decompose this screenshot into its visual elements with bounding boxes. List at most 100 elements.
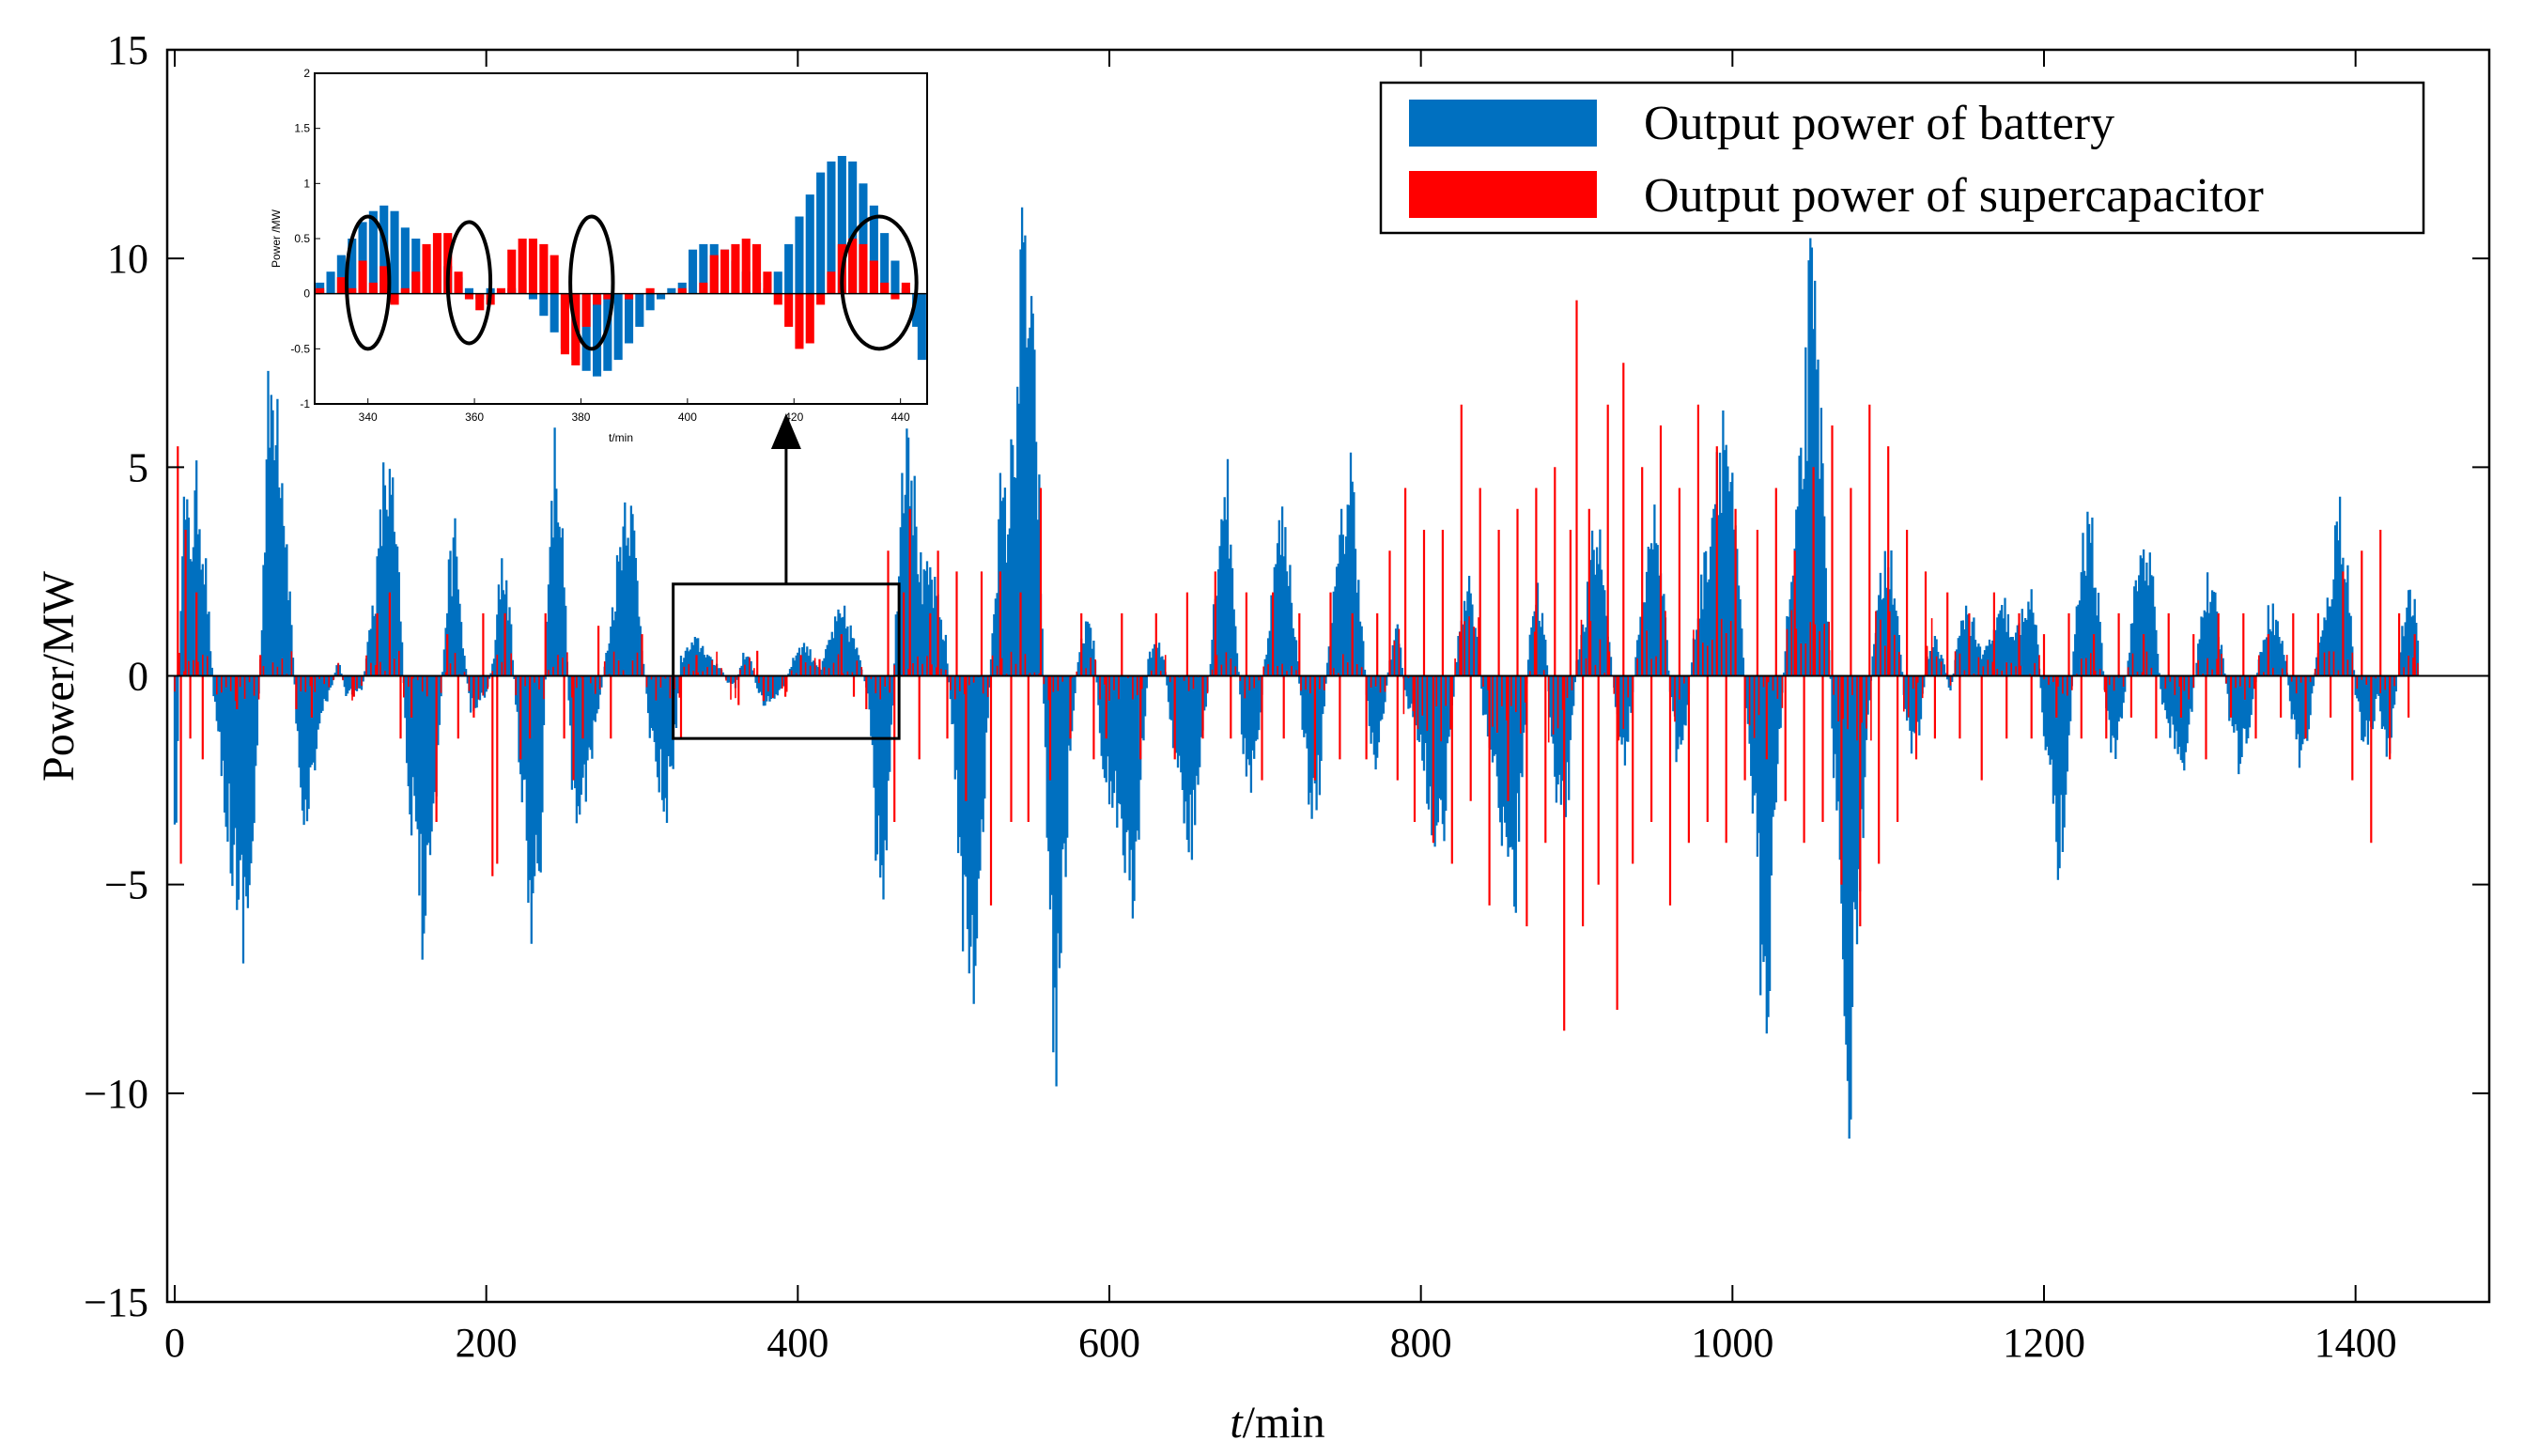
inset-x-axis: 340 360 380 400 420 440 bbox=[359, 398, 910, 424]
x-tick-label: 1000 bbox=[1691, 1320, 1773, 1366]
y-tick-label: 0 bbox=[128, 654, 148, 700]
y-tick-label: −10 bbox=[84, 1071, 148, 1117]
inset-supercap-bar bbox=[603, 293, 612, 300]
inset-supercap-bar bbox=[677, 287, 687, 294]
x-tick-label: 200 bbox=[456, 1320, 518, 1366]
y-tick-label: 5 bbox=[128, 444, 148, 490]
inset-y-axis-title: Power /MW bbox=[270, 209, 283, 268]
inset-supercap-bar bbox=[869, 260, 878, 294]
inset-battery-bar bbox=[859, 183, 868, 294]
inset-y-tick-label: 0.5 bbox=[294, 232, 310, 245]
inset-y-tick-label: 0 bbox=[303, 287, 310, 301]
inset-supercap-bar bbox=[379, 266, 389, 294]
inset-battery-bar bbox=[699, 243, 708, 294]
x-tick-label: 1400 bbox=[2315, 1320, 2397, 1366]
inset-supercap-bar bbox=[400, 287, 410, 294]
inset-supercap-bar bbox=[411, 271, 421, 294]
y-tick-label: 10 bbox=[107, 236, 148, 282]
inset-supercap-bar bbox=[699, 282, 708, 294]
inset-battery-bar bbox=[635, 293, 644, 327]
inset-y-tick-label: -0.5 bbox=[290, 342, 310, 355]
y-tick-label: −15 bbox=[84, 1279, 148, 1325]
inset-supercap-bar bbox=[358, 260, 367, 294]
inset-y-axis: 2 1.5 1 0.5 0 -0.5 -1 bbox=[290, 67, 320, 410]
inset-battery-bar bbox=[581, 293, 591, 371]
inset-battery-bar bbox=[848, 161, 858, 294]
x-axis: 0 200 400 600 800 1000 1200 1400 bbox=[164, 50, 2397, 1366]
inset-supercap-bar bbox=[496, 287, 505, 294]
y-axis: 15 10 5 0 −5 −10 −15 bbox=[84, 27, 2489, 1325]
inset-supercap-bar bbox=[741, 239, 751, 294]
inset-battery-bar bbox=[805, 194, 814, 294]
inset-supercap-bar bbox=[454, 271, 463, 294]
inset-supercap-bar bbox=[432, 233, 441, 294]
inset-battery-bar bbox=[625, 293, 634, 344]
inset-battery-bar bbox=[550, 293, 559, 333]
inset-supercap-bar bbox=[560, 293, 569, 355]
inset-x-tick-label: 360 bbox=[465, 410, 484, 424]
inset-supercap-bar bbox=[859, 243, 868, 294]
zoom-indicator bbox=[672, 413, 901, 740]
plot-area bbox=[167, 207, 2489, 1139]
inset-battery-bar bbox=[358, 222, 367, 294]
inset-supercap-bar bbox=[422, 243, 431, 294]
inset-highlight-ellipse bbox=[568, 214, 615, 351]
inset-y-tick-label: 2 bbox=[303, 67, 310, 80]
inset-supercap-bar bbox=[593, 293, 602, 305]
inset-battery-bar bbox=[379, 205, 389, 294]
inset-supercap-bar bbox=[539, 243, 549, 294]
inset-supercap-bar bbox=[368, 282, 378, 294]
y-axis-title: Power/MW bbox=[34, 570, 84, 782]
inset-supercap-bar bbox=[731, 243, 740, 294]
inset-supercap-bar bbox=[827, 271, 836, 294]
battery-series bbox=[173, 207, 2420, 1139]
legend-label-supercap: Output power of supercapacitor bbox=[1644, 169, 2264, 223]
inset-supercap-bar bbox=[518, 239, 527, 294]
inset-battery-bar bbox=[348, 239, 357, 294]
inset-supercap-bar bbox=[752, 243, 762, 294]
inset-battery-bar bbox=[784, 243, 794, 294]
inset-y-tick-label: 1.5 bbox=[294, 122, 310, 135]
inset-x-tick-label: 440 bbox=[891, 410, 910, 424]
inset-battery-bar bbox=[827, 161, 836, 294]
inset-x-tick-label: 420 bbox=[784, 410, 803, 424]
legend-label-battery: Output power of battery bbox=[1644, 97, 2114, 150]
inset-x-axis-title: t/min bbox=[609, 431, 633, 444]
y-tick-label: −5 bbox=[104, 862, 148, 908]
inset-supercap-bar bbox=[464, 293, 473, 300]
inset-supercap-bar bbox=[720, 249, 730, 294]
inset-supercap-bar bbox=[348, 287, 357, 294]
legend-swatch-supercap bbox=[1409, 171, 1597, 218]
x-axis-title-italic: t bbox=[1230, 1398, 1244, 1448]
inset-battery-bar bbox=[816, 172, 826, 294]
inset-x-tick-label: 340 bbox=[359, 410, 378, 424]
supercap-series bbox=[174, 300, 2419, 1031]
inset-supercap-bar bbox=[816, 293, 826, 305]
inset-chart: 340 360 380 400 420 440 2 1.5 1 0.5 0 -0.5 -1 t/min… bbox=[270, 67, 930, 444]
inset-battery-bar bbox=[390, 210, 399, 294]
inset-battery-series bbox=[316, 156, 926, 377]
inset-highlight-ellipse bbox=[840, 214, 919, 351]
inset-battery-bar bbox=[667, 287, 676, 294]
inset-supercap-bar bbox=[763, 271, 772, 294]
x-tick-label: 0 bbox=[164, 1320, 185, 1366]
inset-battery-bar bbox=[657, 293, 666, 300]
zoom-arrow-head bbox=[770, 413, 801, 449]
inset-battery-bar bbox=[613, 293, 623, 361]
inset-supercap-bar bbox=[848, 239, 858, 294]
inset-battery-bar bbox=[539, 293, 549, 317]
inset-battery-bar bbox=[326, 271, 335, 294]
inset-battery-bar bbox=[773, 271, 782, 294]
inset-y-tick-label: -1 bbox=[300, 397, 310, 410]
inset-supercap-bar bbox=[390, 293, 399, 305]
inset-battery-bar bbox=[912, 293, 921, 327]
x-tick-label: 600 bbox=[1078, 1320, 1140, 1366]
y-tick-label: 15 bbox=[107, 27, 148, 73]
x-axis-title-unit: /min bbox=[1243, 1398, 1325, 1448]
inset-supercap-bar bbox=[336, 277, 346, 294]
inset-supercap-bar bbox=[805, 293, 814, 344]
inset-supercap-bar bbox=[550, 255, 559, 294]
legend: Output power of battery Output power of … bbox=[1379, 81, 2425, 235]
inset-supercap-bar bbox=[507, 249, 517, 294]
inset-battery-bar bbox=[689, 249, 698, 294]
